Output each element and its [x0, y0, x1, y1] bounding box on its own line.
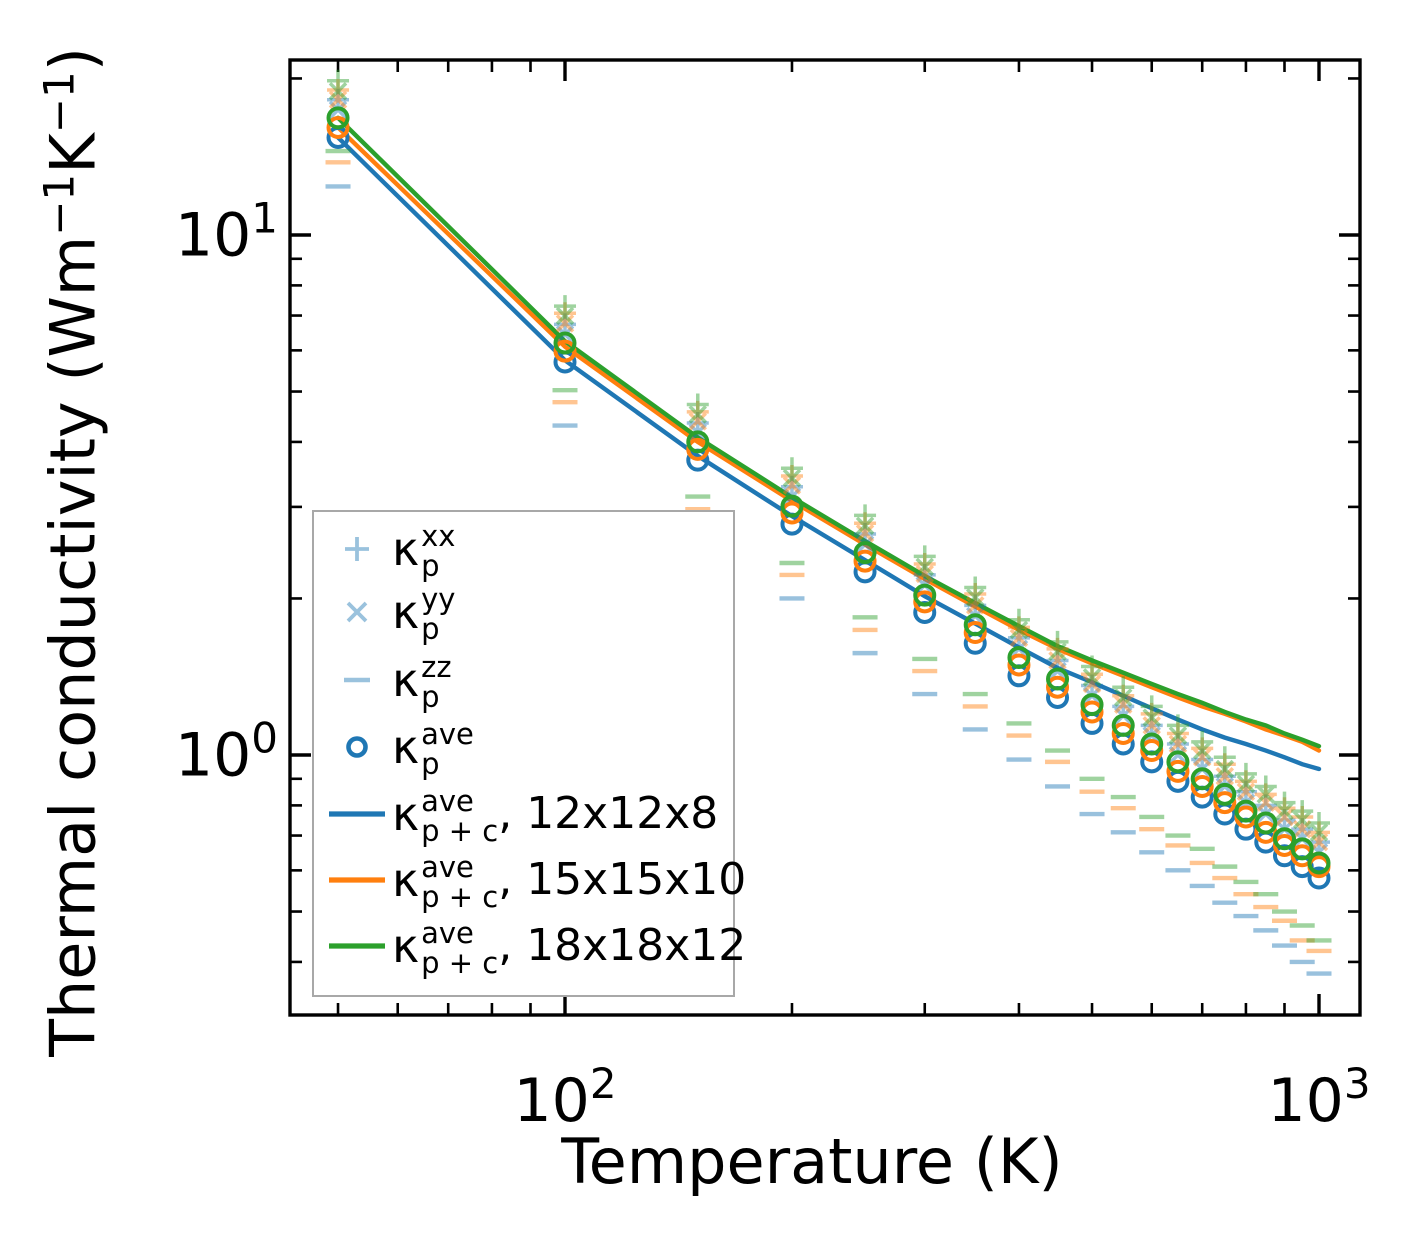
markers-xx-yy-zz-18x18x12: [325, 69, 1332, 943]
legend-entry-line-15x15x10: κ ave p + c, 15x15x10: [314, 845, 746, 915]
markers-xx-yy-zz-15x15x10: [325, 79, 1332, 954]
legend: κ xx p κ yy p κ zz p κ ave p κ ave p + c, 12x12x8 …: [312, 510, 746, 997]
line-kappa-p-plus-c-15x15x10: [335, 125, 1322, 753]
legend-entry-kappa-p-yy: κ yy p: [314, 577, 733, 647]
legend-label-kappa-p-xx: κ xx p: [392, 519, 456, 583]
blue-line-icon: [324, 792, 390, 836]
legend-entry-kappa-p-zz: κ zz p: [314, 645, 733, 715]
circle-marker-icon: [324, 725, 390, 769]
cross-glyph: [346, 601, 368, 623]
legend-label-line-18x18x12: κ ave p + c, 18x18x12: [392, 916, 747, 980]
cross-marker-icon: [324, 590, 390, 634]
x-tick-label-10-2: 102: [513, 1059, 617, 1137]
plus-marker-icon: [324, 527, 390, 571]
circle-glyph: [346, 736, 368, 758]
y-tick-label-10-0: 100: [174, 713, 278, 791]
orange-line-icon: [324, 858, 390, 902]
legend-label-line-12x12x8: κ ave p + c, 12x12x8: [392, 784, 719, 848]
legend-entry-kappa-p-ave: κ ave p: [314, 712, 733, 782]
line-glyph: [329, 811, 385, 817]
dash-marker-icon: [324, 658, 390, 702]
y-axis-label: Thermal conductivity (Wm−1K−1): [34, 47, 110, 1057]
legend-label-kappa-p-zz: κ zz p: [392, 650, 452, 714]
x-tick-label-10-3: 103: [1267, 1059, 1371, 1137]
plus-glyph: [345, 537, 369, 561]
legend-label-line-15x15x10: κ ave p + c, 15x15x10: [392, 850, 747, 914]
series-average-circles: [326, 106, 1331, 890]
line-glyph: [329, 943, 385, 949]
series-lines: [335, 115, 1322, 772]
markers-ave-18x18x12: [326, 106, 1331, 875]
legend-entry-line-18x18x12: κ ave p + c, 18x18x12: [314, 911, 746, 981]
y-tick-label-10-1: 101: [174, 193, 278, 271]
legend-entry-line-12x12x8: κ ave p + c, 12x12x8: [314, 779, 733, 849]
axes-frame: [288, 58, 1362, 1017]
line-kappa-p-plus-c-12x12x8: [335, 135, 1322, 772]
dash-glyph: [344, 677, 370, 683]
legend-label-kappa-p-ave: κ ave p: [392, 717, 474, 781]
legend-label-kappa-p-yy: κ yy p: [392, 582, 456, 646]
green-line-icon: [324, 924, 390, 968]
line-kappa-p-plus-c-18x18x12: [335, 115, 1322, 749]
x-axis-label: Temperature (K): [561, 1125, 1063, 1198]
legend-entry-kappa-p-xx: κ xx p: [314, 514, 733, 584]
line-glyph: [329, 877, 385, 883]
